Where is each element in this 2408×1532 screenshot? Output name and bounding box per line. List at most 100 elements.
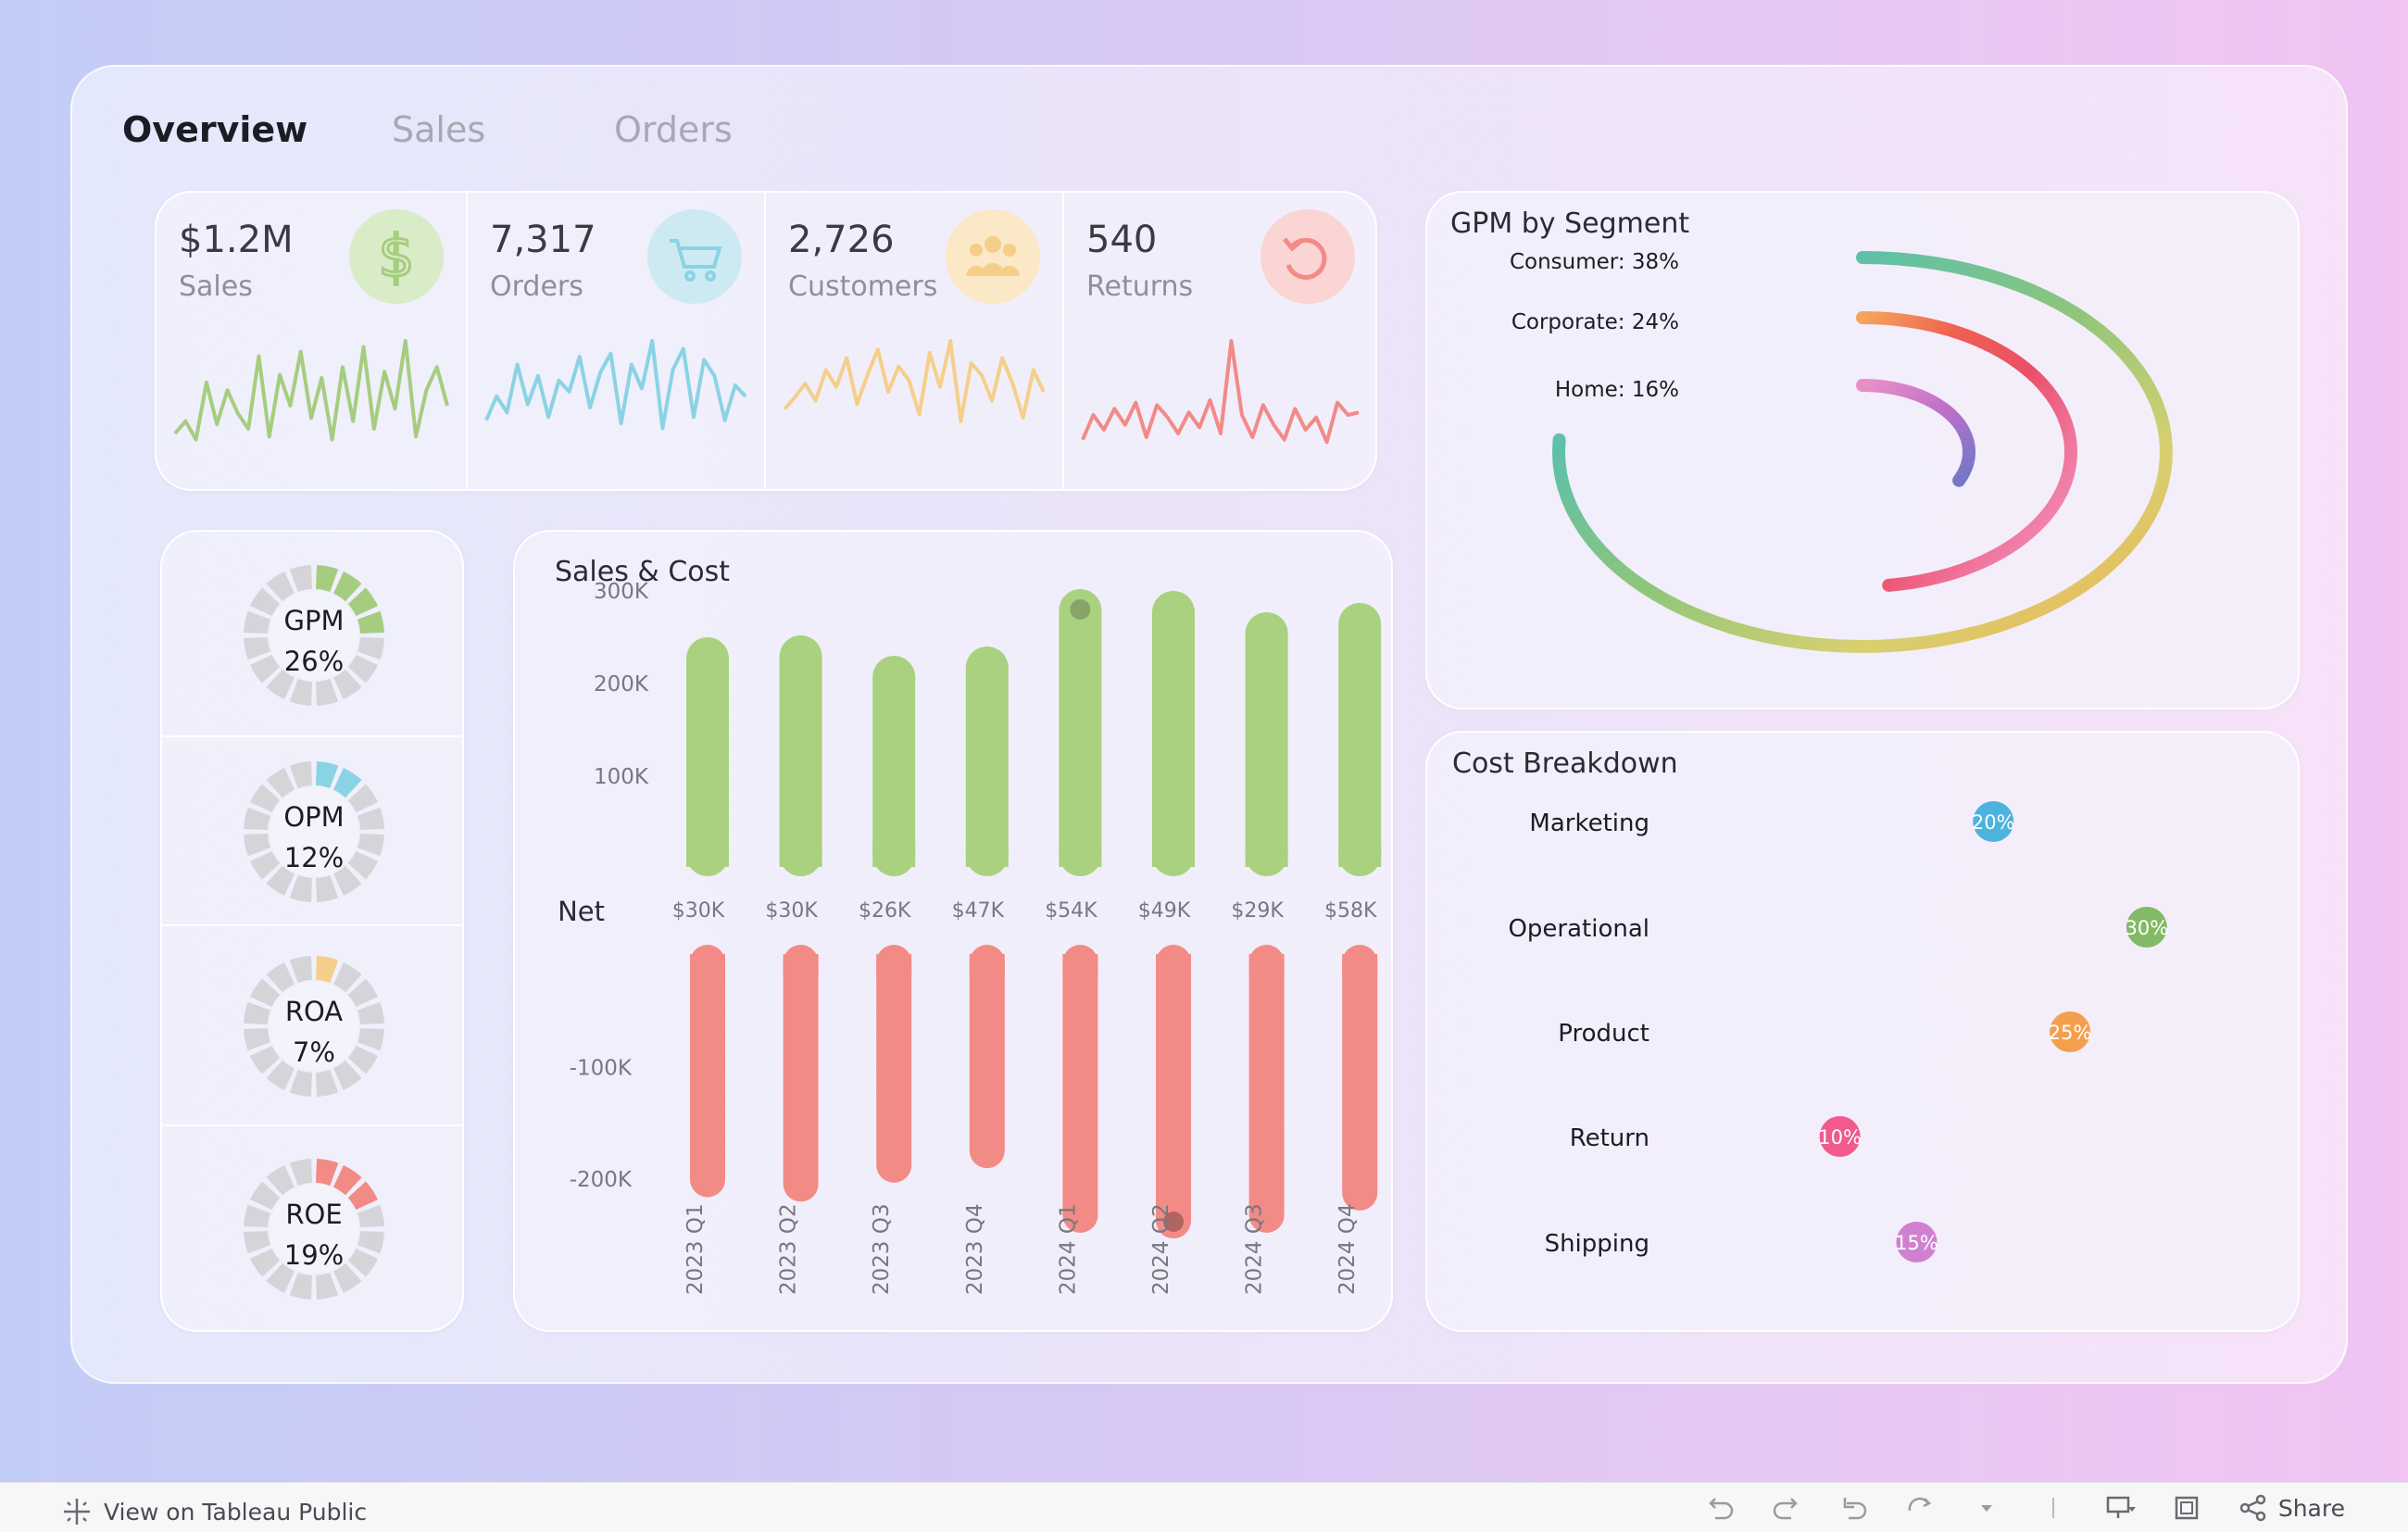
cost-bar-base (969, 954, 1005, 976)
gauge-ring: ROE 19% (244, 1159, 384, 1300)
gauge-segment (357, 1027, 384, 1051)
gauge-segment (347, 978, 378, 1008)
cost-bar[interactable] (1062, 945, 1098, 1233)
tab-sales[interactable]: Sales (392, 109, 486, 150)
gpm-segment-title: GPM by Segment (1450, 207, 1690, 240)
sales-bar[interactable] (686, 637, 729, 876)
gauge-segment (266, 669, 295, 699)
gauge-segment (332, 1060, 362, 1090)
sales-bar-base (1338, 845, 1382, 867)
gauge-segment (289, 761, 313, 789)
y-tick-label: -200K (570, 1168, 633, 1192)
gauge-segment (244, 610, 271, 634)
cost-value-label: 15% (1895, 1232, 1938, 1254)
cost-value-label: 25% (2049, 1022, 2092, 1044)
gauge-segment-filled (315, 956, 339, 984)
cost-category-label: Shipping (1545, 1230, 1649, 1258)
kpi-icon-badge (1260, 209, 1355, 304)
segment-arc[interactable] (1856, 311, 2078, 592)
gauge-segment (347, 1045, 378, 1074)
net-value-label: $30K (672, 899, 725, 923)
gauge-segment (250, 654, 281, 684)
gauge-segment (357, 833, 384, 857)
fullscreen-icon[interactable] (2169, 1490, 2204, 1526)
redo-icon[interactable] (1769, 1490, 1804, 1526)
kpi-sparkline (484, 339, 747, 431)
revert-icon[interactable] (1836, 1490, 1871, 1526)
gauge-ring: GPM 26% (244, 565, 384, 706)
view-on-tableau-link[interactable]: View on Tableau Public (59, 1494, 367, 1529)
net-value-label: $49K (1138, 899, 1191, 923)
presentation-icon[interactable] (2102, 1490, 2138, 1526)
cost-value-label: 10% (1818, 1126, 1862, 1149)
gauge-segment (289, 1159, 313, 1187)
share-button[interactable]: Share (2236, 1490, 2345, 1526)
kpi-value: 7,317 (490, 219, 596, 261)
segment-arc[interactable] (1551, 251, 2173, 653)
gauge-segment (347, 654, 378, 684)
gauge-separator (162, 735, 462, 737)
gauge-segment (332, 865, 362, 896)
cost-bar[interactable] (1342, 945, 1378, 1211)
gauge-segment (315, 1272, 339, 1300)
gauge-segment (250, 850, 281, 880)
gauge-segment (357, 807, 384, 831)
sales-bar[interactable] (779, 635, 822, 876)
sales-bar[interactable] (1245, 612, 1288, 876)
ratio-gauges-card: GPM 26% OPM 12% ROA 7% ROE 19% (160, 530, 464, 1332)
kpi-label: Sales (179, 270, 253, 303)
chevron-down-icon[interactable] (1969, 1490, 2004, 1526)
tableau-toolbar: View on Tableau Public Share (0, 1482, 2408, 1532)
cost-bar[interactable] (1156, 945, 1191, 1239)
x-tick-label: 2024 Q3 (1243, 1203, 1267, 1295)
kpi-card: $1.2M Sales $7,317 Orders 2,726 Customers 540 R… (155, 191, 1377, 491)
sparkline-path (783, 339, 1046, 423)
gauge-segment (244, 1001, 271, 1025)
cost-bar[interactable] (1248, 945, 1285, 1233)
sales-bar[interactable] (1059, 589, 1102, 876)
view-on-tableau-label: View on Tableau Public (104, 1498, 368, 1526)
gauge-segment (250, 978, 281, 1008)
y-tick-label: -100K (570, 1056, 633, 1080)
gauge-segment (244, 1027, 271, 1051)
cost-bar[interactable] (690, 945, 725, 1198)
gauge-segment (315, 678, 339, 706)
cost-breakdown-chart: Marketing 20% Operational 30% Product 25% Retu… (1508, 801, 2168, 1262)
gauge-segment (347, 850, 378, 880)
cost-bar[interactable] (876, 945, 912, 1183)
cost-bar[interactable] (969, 945, 1005, 1169)
sales-bar[interactable] (1338, 603, 1382, 876)
gauge-center (270, 1185, 358, 1274)
y-tick-label: 200K (594, 672, 649, 697)
cost-value-dot (1819, 1116, 1861, 1157)
gauge-value: 12% (284, 842, 344, 873)
sales-bar-base (872, 845, 916, 867)
gauge-segment (250, 1045, 281, 1074)
gauge-segment (244, 833, 271, 857)
gauge-segment (289, 1272, 313, 1300)
cost-bar-base (1248, 954, 1285, 976)
sales-bar[interactable] (965, 647, 1009, 876)
cost-bar[interactable] (783, 945, 819, 1202)
net-value-label: $47K (952, 899, 1005, 923)
net-value-label: $54K (1045, 899, 1097, 923)
sales-bar[interactable] (1152, 591, 1195, 876)
min-marker (1163, 1212, 1184, 1233)
undo-icon[interactable] (1702, 1490, 1737, 1526)
tab-orders[interactable]: Orders (614, 109, 733, 150)
toolbar-actions: Share (1702, 1490, 2345, 1526)
segment-arc[interactable] (1856, 379, 1975, 487)
gauge-segment (266, 1262, 295, 1293)
cost-value-dot (2050, 1011, 2091, 1052)
sales-bar[interactable] (872, 656, 916, 876)
refresh-icon[interactable] (1902, 1490, 1938, 1526)
gauge-gpm: GPM 26% (162, 532, 462, 735)
gauge-segment (347, 1248, 378, 1277)
gauge-segment (332, 962, 362, 993)
x-tick-label: 2024 Q4 (1336, 1203, 1360, 1295)
cost-bar-base (783, 954, 819, 976)
gauge-segment (332, 669, 362, 699)
gauge-segment (244, 1204, 271, 1228)
tab-overview[interactable]: Overview (122, 109, 308, 150)
gauge-value: 7% (293, 1036, 335, 1068)
